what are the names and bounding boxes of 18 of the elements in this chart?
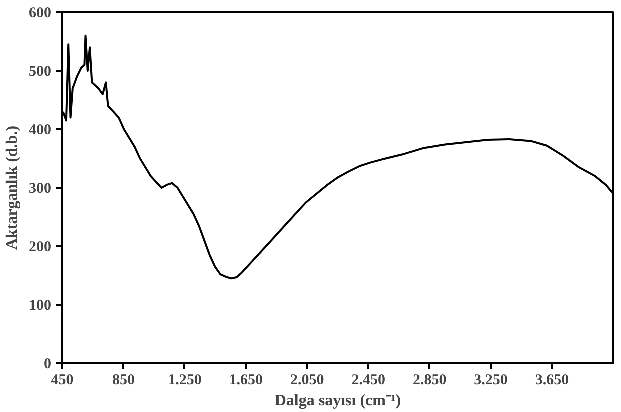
x-tick-label: 2.050 (290, 372, 324, 388)
x-tick-label: 3.650 (535, 372, 570, 388)
x-tick-label: 450 (51, 372, 74, 388)
x-tick-label: 1.650 (229, 372, 264, 388)
x-tick-label: 2.450 (352, 372, 386, 388)
y-tick-label: 300 (29, 181, 52, 197)
y-tick-label: 0 (44, 356, 52, 372)
y-tick-label: 200 (29, 240, 52, 256)
y-tick-label: 100 (29, 298, 52, 314)
x-tick-label: 1.250 (168, 372, 202, 388)
y-tick-label: 400 (29, 122, 52, 138)
y-tick-label: 600 (29, 6, 52, 22)
x-tick-label: 850 (112, 372, 135, 388)
x-tick-label: 2.850 (412, 372, 447, 388)
y-tick-label: 500 (29, 64, 52, 80)
y-axis-title: Aktarganlık (d.b.) (4, 126, 21, 250)
x-axis-title: Dalga sayısı (cm⁻¹) (274, 392, 402, 410)
x-tick-label: 3.250 (474, 372, 508, 388)
